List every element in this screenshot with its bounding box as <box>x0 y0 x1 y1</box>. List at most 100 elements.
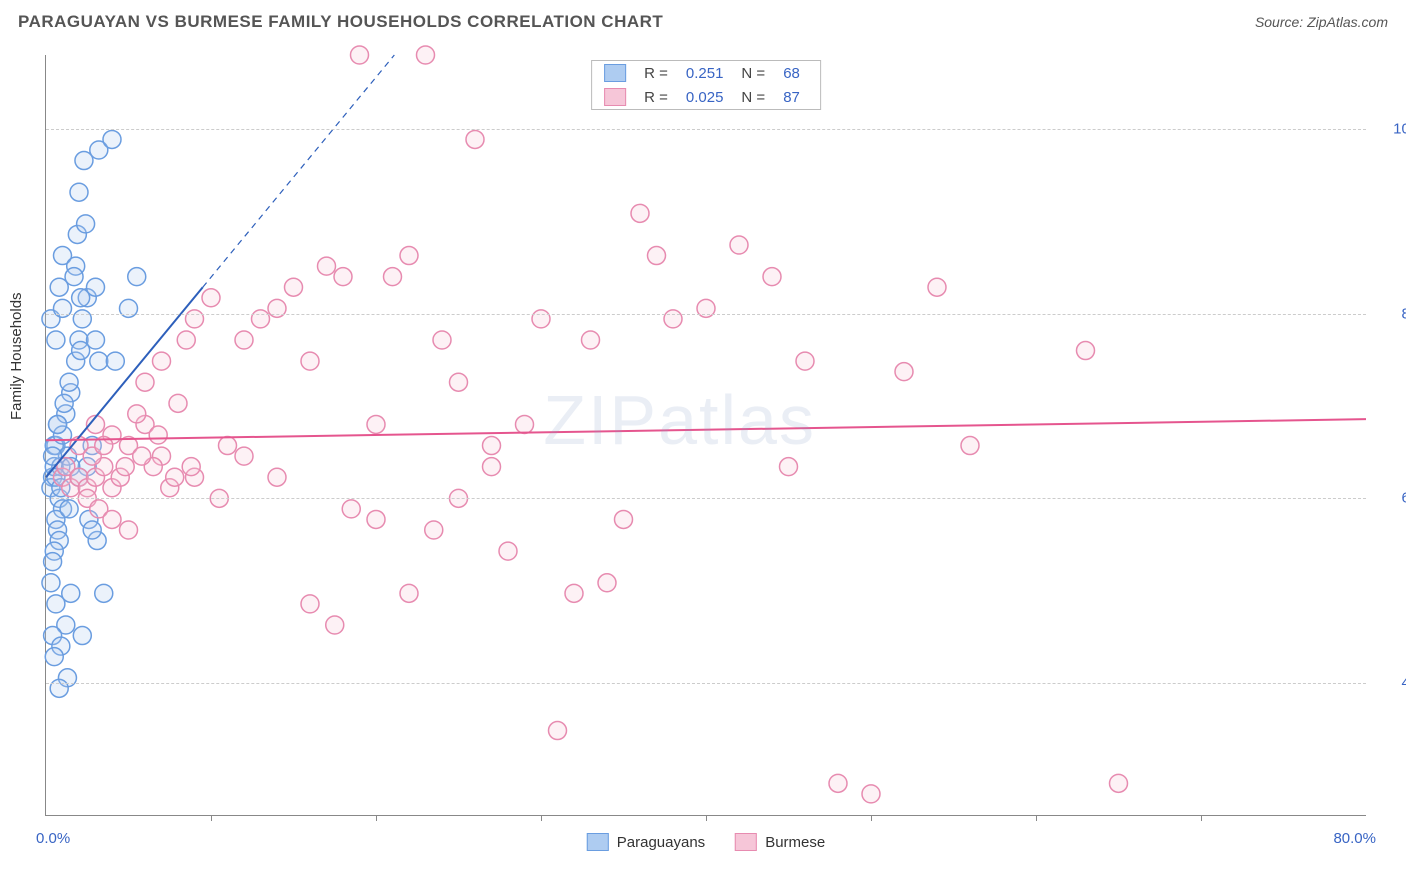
data-point <box>186 310 204 328</box>
data-point <box>664 310 682 328</box>
data-point <box>301 352 319 370</box>
data-point <box>928 278 946 296</box>
data-point <box>730 236 748 254</box>
data-point <box>565 584 583 602</box>
data-point <box>615 510 633 528</box>
data-point <box>631 204 649 222</box>
data-point <box>70 183 88 201</box>
data-point <box>47 331 65 349</box>
data-point <box>73 627 91 645</box>
data-point <box>342 500 360 518</box>
data-point <box>549 722 567 740</box>
data-point <box>425 521 443 539</box>
data-point <box>45 648 63 666</box>
x-tick <box>541 815 542 821</box>
data-point <box>120 299 138 317</box>
data-point <box>65 268 83 286</box>
data-point <box>252 310 270 328</box>
data-point <box>334 268 352 286</box>
data-point <box>182 458 200 476</box>
data-point <box>235 447 253 465</box>
data-point <box>483 458 501 476</box>
series-legend: Paraguayans Burmese <box>587 833 825 851</box>
data-point <box>697 299 715 317</box>
data-point <box>516 415 534 433</box>
x-axis-start-label: 0.0% <box>36 830 70 847</box>
data-point <box>483 437 501 455</box>
data-point <box>268 299 286 317</box>
data-point <box>60 373 78 391</box>
data-point <box>77 215 95 233</box>
swatch-burmese <box>604 88 626 106</box>
data-point <box>780 458 798 476</box>
x-axis-end-label: 80.0% <box>1333 830 1376 847</box>
gridline-h <box>46 683 1366 684</box>
gridline-h <box>46 129 1366 130</box>
data-point <box>103 130 121 148</box>
data-point <box>961 437 979 455</box>
source-attribution: Source: ZipAtlas.com <box>1255 14 1388 30</box>
data-point <box>128 268 146 286</box>
data-point <box>149 426 167 444</box>
data-point <box>318 257 336 275</box>
r-value-burmese: 0.025 <box>686 89 724 106</box>
data-point <box>90 352 108 370</box>
chart-plot-area: ZIPatlas R = 0.251 N = 68 R = 0.025 N = … <box>45 55 1366 816</box>
trend-line <box>46 419 1366 440</box>
data-point <box>60 500 78 518</box>
stat-row-burmese: R = 0.025 N = 87 <box>592 85 820 109</box>
n-label: N = <box>741 65 765 82</box>
data-point <box>351 46 369 64</box>
n-value-paraguayans: 68 <box>783 65 800 82</box>
stat-row-paraguayans: R = 0.251 N = 68 <box>592 61 820 85</box>
data-point <box>400 584 418 602</box>
gridline-h <box>46 498 1366 499</box>
data-point <box>95 584 113 602</box>
x-tick <box>376 815 377 821</box>
data-point <box>42 574 60 592</box>
x-tick <box>871 815 872 821</box>
data-point <box>367 415 385 433</box>
data-point <box>120 521 138 539</box>
data-point <box>75 152 93 170</box>
y-axis-label: Family Households <box>8 292 25 420</box>
legend-item-burmese: Burmese <box>735 833 825 851</box>
data-point <box>49 415 67 433</box>
r-label: R = <box>644 89 668 106</box>
swatch-burmese <box>735 833 757 851</box>
legend-item-paraguayans: Paraguayans <box>587 833 705 851</box>
data-point <box>384 268 402 286</box>
data-point <box>72 289 90 307</box>
data-point <box>285 278 303 296</box>
n-value-burmese: 87 <box>783 89 800 106</box>
y-tick-label: 100.0% <box>1374 120 1406 137</box>
swatch-paraguayans <box>604 64 626 82</box>
data-point <box>136 373 154 391</box>
data-point <box>177 331 195 349</box>
data-point <box>532 310 550 328</box>
data-point <box>450 373 468 391</box>
x-tick <box>706 815 707 821</box>
data-point <box>219 437 237 455</box>
data-point <box>62 584 80 602</box>
data-point <box>895 363 913 381</box>
data-point <box>133 447 151 465</box>
data-point <box>648 247 666 265</box>
data-point <box>1110 774 1128 792</box>
data-point <box>54 299 72 317</box>
data-point <box>466 130 484 148</box>
data-point <box>499 542 517 560</box>
data-point <box>598 574 616 592</box>
x-tick <box>1036 815 1037 821</box>
data-point <box>763 268 781 286</box>
data-point <box>202 289 220 307</box>
x-tick <box>1201 815 1202 821</box>
data-point <box>417 46 435 64</box>
data-point <box>433 331 451 349</box>
data-point <box>128 405 146 423</box>
gridline-h <box>46 314 1366 315</box>
data-point <box>44 553 62 571</box>
n-label: N = <box>741 89 765 106</box>
data-point <box>166 468 184 486</box>
data-point <box>582 331 600 349</box>
